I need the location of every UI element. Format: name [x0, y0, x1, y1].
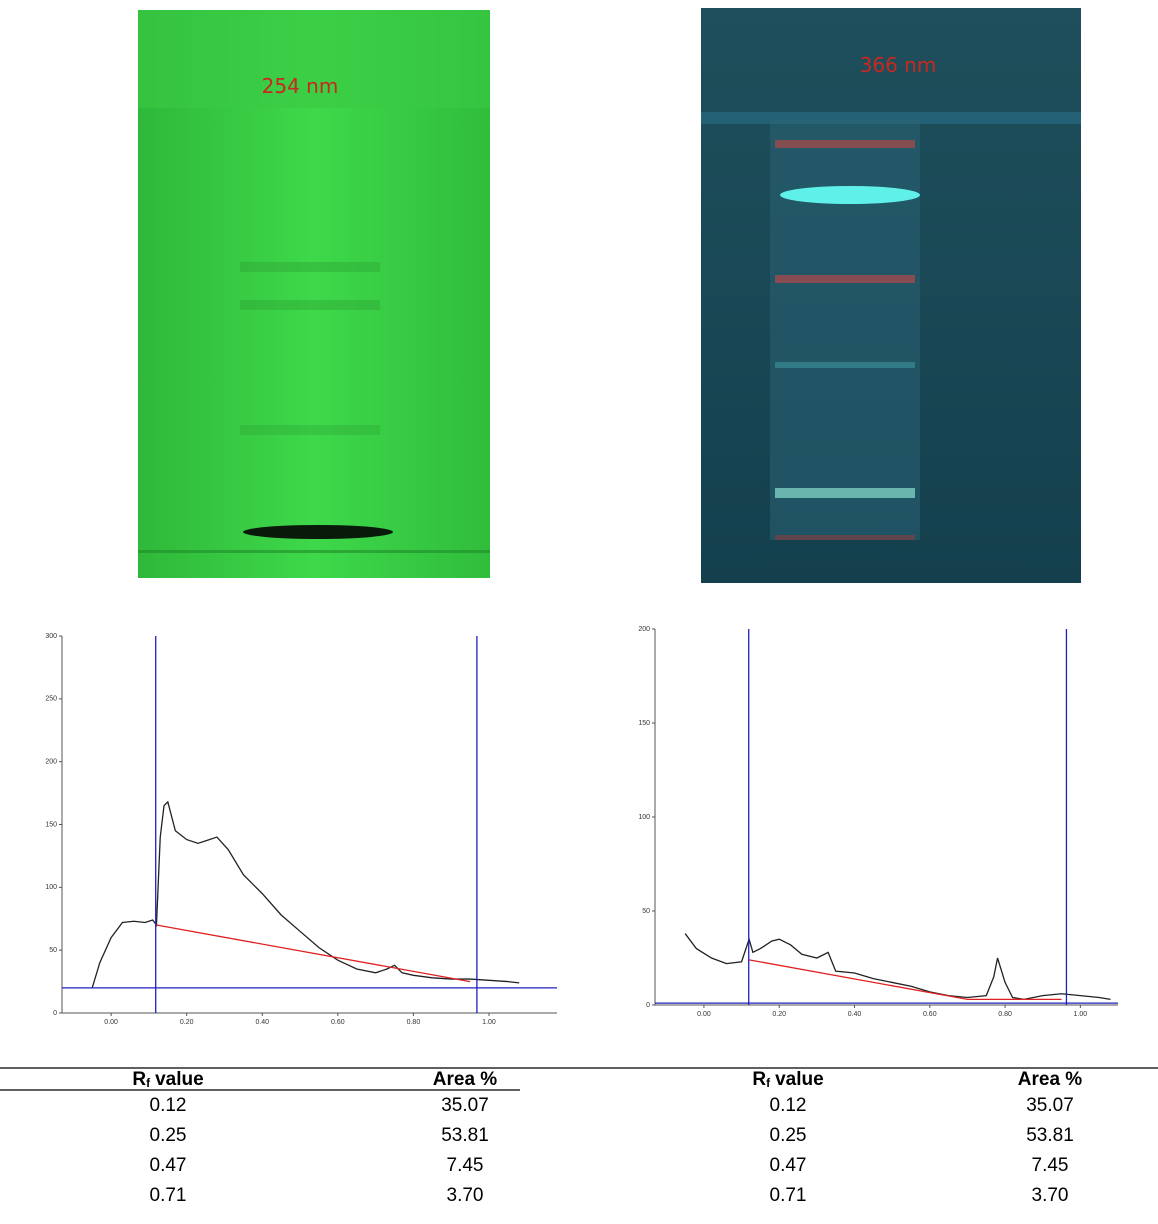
plate-label: 254 nm [262, 74, 339, 98]
y-tick-label: 100 [638, 814, 650, 821]
table-cell: 0.25 [770, 1125, 807, 1146]
x-tick-label: 0.60 [331, 1019, 345, 1026]
header-cell: Area % [433, 1069, 498, 1090]
y-tick-label: 50 [642, 908, 650, 915]
table-cell: 0.47 [770, 1155, 807, 1176]
table-cell: 0.47 [150, 1155, 187, 1176]
x-tick-label: 0.00 [104, 1019, 118, 1026]
table-cell: 0.12 [150, 1095, 187, 1116]
subscript: f [766, 1076, 771, 1090]
label: value [775, 1069, 824, 1090]
plate-366: 366 nm [701, 8, 1081, 583]
table-cell: 3.70 [1032, 1185, 1069, 1206]
y-tick-label: 300 [45, 633, 57, 640]
chart: 0 50 100 150 200 0.00 0.20 0.40 0.60 0.80 1.00 [638, 626, 1118, 1018]
x-tick-label: 1.00 [482, 1019, 496, 1026]
x-tick-label: 0.20 [772, 1011, 786, 1018]
chart: 0 50 100 150 200 250 300 0.00 0.20 0.40 0.60 0.80 1.… [45, 633, 557, 1026]
y-tick-label: 200 [45, 759, 57, 766]
x-tick-label: 0.60 [923, 1011, 937, 1018]
table-cell: 35.07 [441, 1095, 489, 1116]
trace [91, 800, 520, 989]
subscript: f [146, 1076, 151, 1090]
plate-label: 366 nm [860, 53, 937, 77]
table-cell: 0.71 [150, 1185, 187, 1206]
y-tick-label: 100 [45, 884, 57, 891]
x-tick-label: 0.20 [180, 1019, 194, 1026]
results-table: Rf value Area % Rf value Area %0.12 35.07 0.12 3… [0, 1067, 1158, 1206]
table-cell: 3.70 [447, 1185, 484, 1206]
x-tick-label: 0.80 [407, 1019, 421, 1026]
y-tick-label: 0 [53, 1010, 57, 1017]
table-cell: 53.81 [441, 1125, 489, 1146]
header-cell: Rf value [752, 1069, 823, 1090]
header-cell: Rf value [132, 1069, 203, 1090]
table-cell: 0.71 [770, 1185, 807, 1206]
plate-254: 254 nm [138, 10, 490, 578]
y-tick-label: 150 [638, 720, 650, 727]
trace [748, 959, 1062, 1001]
x-tick-label: 0.80 [998, 1011, 1012, 1018]
header-cell: Area % [1018, 1069, 1083, 1090]
x-tick-label: 1.00 [1074, 1011, 1088, 1018]
table-cell: 35.07 [1026, 1095, 1074, 1116]
table-cell: 0.12 [770, 1095, 807, 1116]
y-tick-label: 250 [45, 696, 57, 703]
x-tick-label: 0.40 [848, 1011, 862, 1018]
label: value [155, 1069, 204, 1090]
y-tick-label: 150 [45, 821, 57, 828]
table-cell: 7.45 [447, 1155, 484, 1176]
y-tick-label: 0 [646, 1002, 650, 1009]
trace [156, 924, 471, 983]
table-cell: 53.81 [1026, 1125, 1074, 1146]
symbol: R [132, 1069, 146, 1090]
x-tick-label: 0.40 [255, 1019, 269, 1026]
table-cell: 7.45 [1032, 1155, 1069, 1176]
symbol: R [752, 1069, 766, 1090]
x-tick-label: 0.00 [697, 1011, 711, 1018]
y-tick-label: 50 [49, 947, 57, 954]
y-tick-label: 200 [638, 626, 650, 633]
table-cell: 0.25 [150, 1125, 187, 1146]
